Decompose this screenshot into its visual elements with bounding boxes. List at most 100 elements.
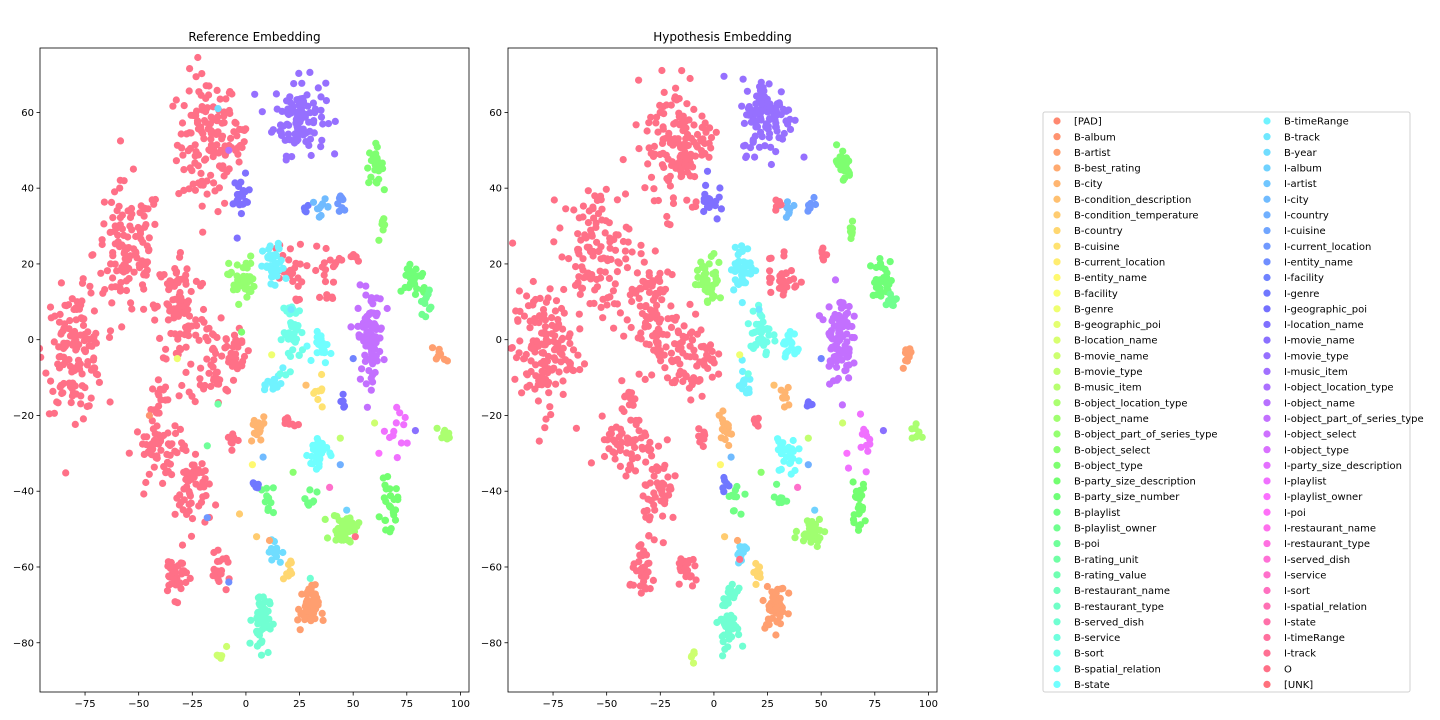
point-B-object_part_of_series_type bbox=[224, 270, 232, 278]
point-B-served_dish bbox=[260, 599, 268, 607]
point-O bbox=[533, 337, 541, 345]
legend-marker bbox=[1053, 508, 1061, 516]
y-tick-label: 60 bbox=[489, 108, 502, 119]
point-B-country bbox=[752, 559, 760, 568]
legend-entry: I-served_dish bbox=[1284, 555, 1350, 566]
point-O bbox=[518, 389, 526, 397]
point-O bbox=[645, 272, 653, 280]
point-O bbox=[692, 310, 700, 318]
point-O bbox=[644, 322, 652, 330]
y-tick-label: −20 bbox=[481, 411, 502, 422]
point-O bbox=[154, 376, 162, 384]
legend: [PAD] B-album B-artist B-best_rating B-city B… bbox=[1042, 111, 1424, 693]
point-I-movie_type bbox=[780, 129, 788, 138]
legend-entry: B-album bbox=[1074, 132, 1116, 143]
legend-marker bbox=[1263, 524, 1271, 532]
point-O bbox=[172, 269, 180, 277]
point-O bbox=[565, 255, 573, 263]
point-O bbox=[628, 297, 636, 306]
point-O bbox=[618, 429, 626, 437]
point-I-object_part_of_series_type bbox=[361, 314, 369, 322]
point-O bbox=[622, 255, 630, 263]
point-B-party_size_description bbox=[849, 516, 858, 524]
point-O bbox=[561, 356, 570, 364]
point-O bbox=[597, 274, 605, 282]
point-O bbox=[171, 429, 180, 438]
x-tick-label: 75 bbox=[868, 699, 881, 710]
point-O bbox=[214, 575, 222, 583]
point-B-object_name bbox=[799, 537, 808, 545]
point-O bbox=[635, 294, 643, 302]
point-O bbox=[780, 252, 788, 260]
point-B-artist bbox=[763, 582, 772, 591]
legend-marker bbox=[1263, 242, 1271, 250]
point-O bbox=[587, 459, 596, 467]
point-O bbox=[53, 398, 61, 406]
legend-entry: I-artist bbox=[1284, 179, 1317, 190]
point-I-playlist bbox=[393, 403, 401, 411]
point-O bbox=[67, 399, 75, 407]
legend-marker bbox=[1263, 649, 1271, 657]
point-I-movie_type bbox=[324, 120, 333, 128]
point-B-state bbox=[795, 445, 803, 453]
y-tick-label: −40 bbox=[481, 487, 502, 498]
legend-marker bbox=[1263, 164, 1271, 172]
point-O bbox=[201, 467, 209, 475]
point-O bbox=[83, 402, 91, 411]
point-O bbox=[312, 266, 320, 275]
legend-entry: B-best_rating bbox=[1074, 164, 1141, 175]
point-O bbox=[133, 428, 142, 436]
point-B-playlist_owner bbox=[889, 301, 897, 310]
point-O bbox=[613, 441, 621, 449]
point-B-movie_type bbox=[804, 434, 812, 442]
y-tick-label: 0 bbox=[496, 335, 502, 346]
legend-marker bbox=[1053, 305, 1061, 313]
point-B-served_dish bbox=[306, 574, 314, 583]
point-O bbox=[106, 398, 114, 406]
point-O bbox=[650, 185, 658, 193]
point-B-object_part_of_series_type bbox=[705, 260, 713, 268]
point-I-movie_type bbox=[317, 106, 325, 114]
point-I-movie_name bbox=[411, 427, 419, 435]
point-O bbox=[598, 205, 606, 213]
point-O bbox=[313, 242, 321, 250]
point-B-object_part_of_series_type bbox=[695, 281, 703, 289]
point-O bbox=[651, 247, 659, 255]
point-I-object_part_of_series_type bbox=[362, 342, 370, 350]
point-O bbox=[627, 323, 635, 332]
point-I-movie_type bbox=[331, 150, 339, 158]
point-B-state bbox=[787, 470, 795, 478]
point-I-object_part_of_series_type bbox=[850, 334, 858, 342]
point-B-timeRange bbox=[738, 299, 746, 307]
point-O bbox=[767, 254, 775, 262]
point-O bbox=[686, 155, 694, 163]
point-I-movie_type bbox=[751, 153, 759, 161]
point-B-timeRange bbox=[743, 259, 751, 267]
point-O bbox=[512, 354, 521, 362]
point-B-artist bbox=[903, 357, 912, 365]
point-B-object_part_of_series_type bbox=[241, 263, 249, 271]
point-B-state bbox=[313, 349, 321, 357]
point-B-object_name bbox=[323, 534, 332, 542]
legend-entry: I-entity_name bbox=[1284, 257, 1353, 268]
point-O bbox=[219, 555, 227, 563]
legend-marker bbox=[1053, 524, 1061, 532]
point-B-state bbox=[786, 338, 794, 346]
point-O bbox=[659, 539, 667, 547]
point-O bbox=[223, 342, 231, 350]
point-O bbox=[639, 492, 647, 500]
point-O bbox=[68, 368, 76, 376]
point-O bbox=[150, 200, 158, 208]
point-B-sort bbox=[286, 352, 295, 360]
point-B-playlist bbox=[725, 492, 733, 500]
x-tick-label: 0 bbox=[243, 699, 249, 710]
point-O bbox=[116, 176, 124, 184]
legend-entry: B-condition_temperature bbox=[1074, 211, 1199, 222]
point-I-movie_type bbox=[786, 115, 794, 123]
point-I-object_part_of_series_type bbox=[843, 319, 851, 327]
point-B-condition_description bbox=[302, 381, 310, 389]
point-O bbox=[176, 579, 184, 587]
point-B-city bbox=[250, 416, 258, 425]
point-I-movie_type bbox=[744, 104, 753, 113]
legend-marker bbox=[1053, 367, 1061, 375]
